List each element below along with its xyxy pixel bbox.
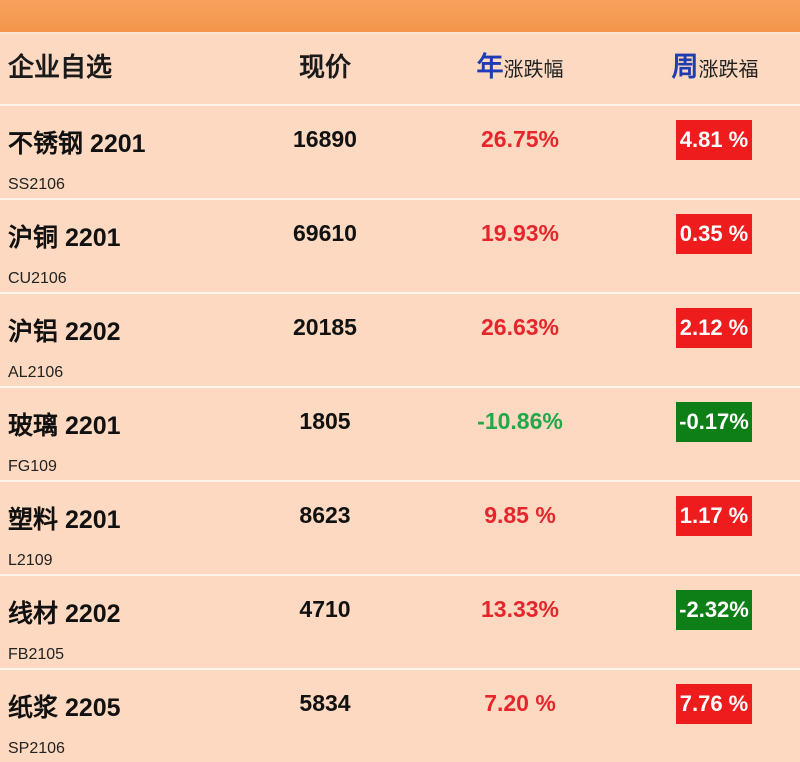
row-divider — [0, 480, 800, 482]
banner-divider — [0, 32, 800, 34]
row-divider — [0, 574, 800, 576]
header-year-prefix: 年 — [476, 52, 504, 82]
contract-code: AL2106 — [8, 364, 64, 381]
table-row[interactable]: 塑料 2201 L2109 8623 9.85 % 1.17 % — [0, 482, 800, 574]
row-divider — [0, 198, 800, 200]
contract-name: 沪铜 2201 — [8, 224, 121, 252]
contract-code: L2109 — [8, 552, 53, 569]
contract-code: FG109 — [8, 458, 57, 475]
header-price[interactable]: 现价 — [298, 52, 351, 82]
table-row[interactable]: 沪铜 2201 CU2106 69610 19.93% 0.35 % — [0, 200, 800, 292]
top-banner — [0, 0, 800, 32]
contract-name: 玻璃 2201 — [8, 412, 121, 440]
current-price: 8623 — [299, 502, 351, 528]
current-price: 1805 — [299, 408, 351, 434]
contract-name: 线材 2202 — [8, 600, 121, 628]
table-row[interactable]: 沪铝 2202 AL2106 20185 26.63% 2.12 % — [0, 294, 800, 386]
row-divider — [0, 292, 800, 294]
week-change-badge: 0.35 % — [676, 214, 752, 254]
week-change-badge: 1.17 % — [676, 496, 752, 536]
contract-code: FB2105 — [8, 646, 65, 663]
header-week-prefix: 周 — [671, 52, 699, 82]
row-divider — [0, 104, 800, 106]
year-change: -10.86% — [477, 408, 563, 434]
contract-name: 不锈钢 2201 — [8, 130, 146, 158]
contract-name: 纸浆 2205 — [8, 694, 121, 722]
year-change: 26.75% — [480, 126, 559, 152]
header-name[interactable]: 企业自选 — [8, 52, 113, 82]
table-row[interactable]: 纸浆 2205 SP2106 5834 7.20 % 7.76 % — [0, 670, 800, 762]
year-change: 13.33% — [480, 596, 559, 622]
year-change: 26.63% — [480, 314, 559, 340]
table-header: 企业自选 现价 年涨跌幅 周涨跌福 — [0, 34, 800, 104]
contract-code: SP2106 — [8, 740, 65, 757]
row-divider — [0, 668, 800, 670]
current-price: 4710 — [299, 596, 351, 622]
week-change-badge: -2.32% — [676, 590, 752, 630]
current-price: 69610 — [293, 220, 357, 246]
table-row[interactable]: 玻璃 2201 FG109 1805 -10.86% -0.17% — [0, 388, 800, 480]
week-change-badge: -0.17% — [676, 402, 752, 442]
contract-code: CU2106 — [8, 270, 67, 287]
year-change: 7.20 % — [484, 690, 556, 716]
contract-name: 塑料 2201 — [8, 506, 121, 534]
current-price: 16890 — [293, 126, 357, 152]
header-year-suffix: 涨跌幅 — [503, 59, 564, 81]
week-change-badge: 4.81 % — [676, 120, 752, 160]
header-year-change[interactable]: 年涨跌幅 — [450, 34, 590, 104]
contract-name: 沪铝 2202 — [8, 318, 121, 346]
week-change-badge: 2.12 % — [676, 308, 752, 348]
week-change-badge: 7.76 % — [676, 684, 752, 724]
year-change: 9.85 % — [484, 502, 556, 528]
header-week-change[interactable]: 周涨跌福 — [640, 34, 790, 104]
table-row[interactable]: 线材 2202 FB2105 4710 13.33% -2.32% — [0, 576, 800, 668]
contract-code: SS2106 — [8, 176, 65, 193]
header-week-suffix: 涨跌福 — [698, 59, 759, 81]
current-price: 20185 — [293, 314, 357, 340]
table-row[interactable]: 不锈钢 2201 SS2106 16890 26.75% 4.81 % — [0, 106, 800, 198]
current-price: 5834 — [299, 690, 351, 716]
year-change: 19.93% — [480, 220, 559, 246]
row-divider — [0, 386, 800, 388]
